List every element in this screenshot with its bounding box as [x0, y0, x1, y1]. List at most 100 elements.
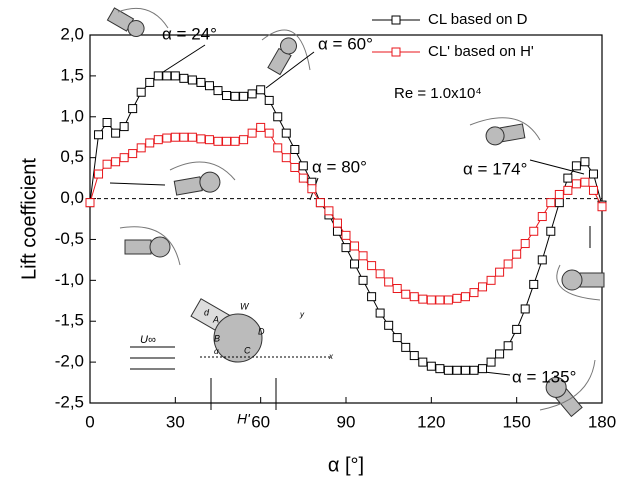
marker: [85, 198, 95, 208]
annotation: α = 174°: [463, 159, 527, 178]
marker: [435, 364, 445, 374]
marker: [187, 75, 197, 85]
y-tick-label: 2,0: [60, 24, 84, 43]
marker: [392, 284, 402, 294]
marker: [512, 249, 522, 259]
marker: [119, 122, 129, 132]
marker: [94, 169, 104, 179]
annotation: Re = 1.0x10⁴: [394, 85, 482, 102]
marker: [273, 143, 283, 153]
marker: [145, 138, 155, 148]
schematic-label: α: [214, 347, 219, 356]
marker: [443, 365, 453, 375]
marker: [273, 112, 283, 122]
marker: [213, 86, 223, 96]
marker: [136, 87, 146, 97]
marker: [204, 81, 214, 91]
y-tick-label: -2,0: [55, 352, 84, 371]
marker: [324, 206, 334, 216]
x-tick-label: 30: [166, 412, 185, 431]
marker: [435, 295, 445, 305]
marker: [384, 277, 394, 287]
series-line: [89, 75, 603, 371]
schematic-label: C: [244, 345, 251, 355]
marker: [162, 133, 172, 143]
marker: [102, 159, 112, 169]
schematic-label: y: [299, 310, 305, 319]
y-tick-label: 0,5: [60, 147, 84, 166]
marker: [401, 342, 411, 352]
y-axis-label: Lift coefficient: [18, 158, 40, 280]
marker: [119, 153, 129, 163]
marker: [520, 304, 530, 314]
marker: [315, 198, 325, 208]
marker: [554, 189, 564, 199]
plot-frame: [89, 34, 603, 404]
marker: [341, 230, 351, 240]
legend-marker: [391, 15, 401, 25]
marker: [554, 198, 564, 208]
marker: [298, 161, 308, 171]
marker: [290, 162, 300, 172]
marker: [153, 71, 163, 81]
marker: [256, 85, 266, 95]
marker: [230, 91, 240, 101]
y-tick-label: 1,5: [60, 65, 84, 84]
annotation: α = 135°: [512, 367, 576, 386]
schematic-label: A: [212, 314, 219, 324]
marker: [418, 357, 428, 367]
marker: [307, 184, 317, 194]
marker: [384, 320, 394, 330]
marker: [256, 122, 266, 132]
marker: [537, 255, 547, 265]
marker: [571, 161, 581, 171]
marker: [563, 173, 573, 183]
marker: [469, 288, 479, 298]
marker: [452, 365, 462, 375]
x-axis-label: α [°]: [328, 454, 364, 476]
marker: [401, 289, 411, 299]
marker: [332, 226, 342, 236]
annotation: α = 60°: [318, 34, 373, 53]
marker: [469, 365, 479, 375]
marker: [563, 185, 573, 195]
marker: [580, 157, 590, 167]
marker: [350, 259, 360, 269]
schematics: [106, 7, 605, 418]
marker: [520, 239, 530, 249]
marker: [264, 95, 274, 105]
marker: [213, 136, 223, 146]
marker: [418, 294, 428, 304]
marker: [478, 364, 488, 374]
x-tick-label: 120: [417, 412, 445, 431]
x-tick-label: 150: [502, 412, 530, 431]
marker: [170, 132, 180, 142]
marker: [503, 341, 513, 351]
legend-marker: [391, 47, 401, 57]
marker: [247, 128, 257, 138]
y-tick-label: -0,5: [55, 229, 84, 248]
marker: [512, 324, 522, 334]
marker: [222, 136, 232, 146]
schematic-label: D: [258, 326, 265, 336]
marker: [546, 198, 556, 208]
marker: [350, 241, 360, 251]
marker: [196, 77, 206, 87]
y-tick-label: 1,0: [60, 106, 84, 125]
marker: [170, 71, 180, 81]
y-tick-label: -2,5: [55, 392, 84, 411]
marker: [486, 357, 496, 367]
marker: [409, 292, 419, 302]
marker: [460, 292, 470, 302]
marker: [204, 135, 214, 145]
y-tick-label: -1,5: [55, 311, 84, 330]
annotation: α = 80°: [312, 157, 367, 176]
x-tick-label: 180: [588, 412, 616, 431]
marker: [443, 295, 453, 305]
marker: [375, 308, 385, 318]
marker: [486, 275, 496, 285]
marker: [460, 365, 470, 375]
marker: [375, 269, 385, 279]
schematic-label: d: [204, 307, 210, 317]
